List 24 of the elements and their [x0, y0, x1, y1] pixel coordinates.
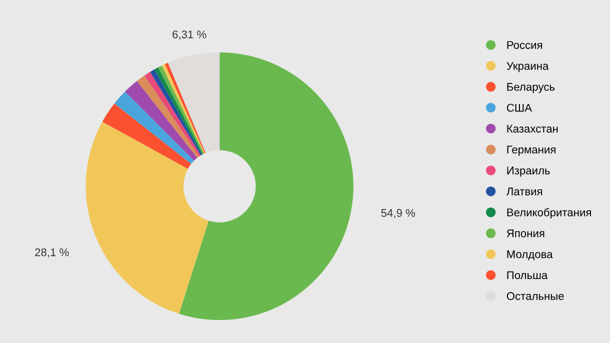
data-label: 28,1 %: [35, 248, 69, 258]
donut-slice: [114, 92, 194, 164]
donut-slice: [102, 104, 192, 169]
data-label: 54,9 %: [381, 209, 416, 218]
legend-label: Россия: [507, 41, 542, 49]
legend-label: Япония: [506, 230, 544, 238]
legend-label: Казахстан: [507, 124, 558, 133]
donut-slice: [168, 52, 220, 153]
legend-label: Германия: [507, 146, 556, 156]
legend-label: Украина: [506, 62, 549, 72]
legend-label: Беларусь: [507, 83, 554, 93]
legend-label: США: [506, 104, 532, 112]
legend-label: Остальные: [506, 292, 564, 300]
legend-label: Латвия: [506, 188, 542, 196]
donut-slice: [144, 72, 201, 156]
data-label: 6,31 %: [172, 30, 206, 40]
legend-label: Великобритания: [507, 208, 591, 219]
legend-label: Польша: [507, 271, 548, 280]
donut-slice: [124, 81, 198, 161]
donut-slice: [136, 76, 200, 158]
donut-slice: [179, 52, 354, 320]
legend-label: Молдова: [507, 250, 553, 260]
donut-slice: [86, 122, 209, 314]
legend-label: Израиль: [507, 166, 550, 177]
